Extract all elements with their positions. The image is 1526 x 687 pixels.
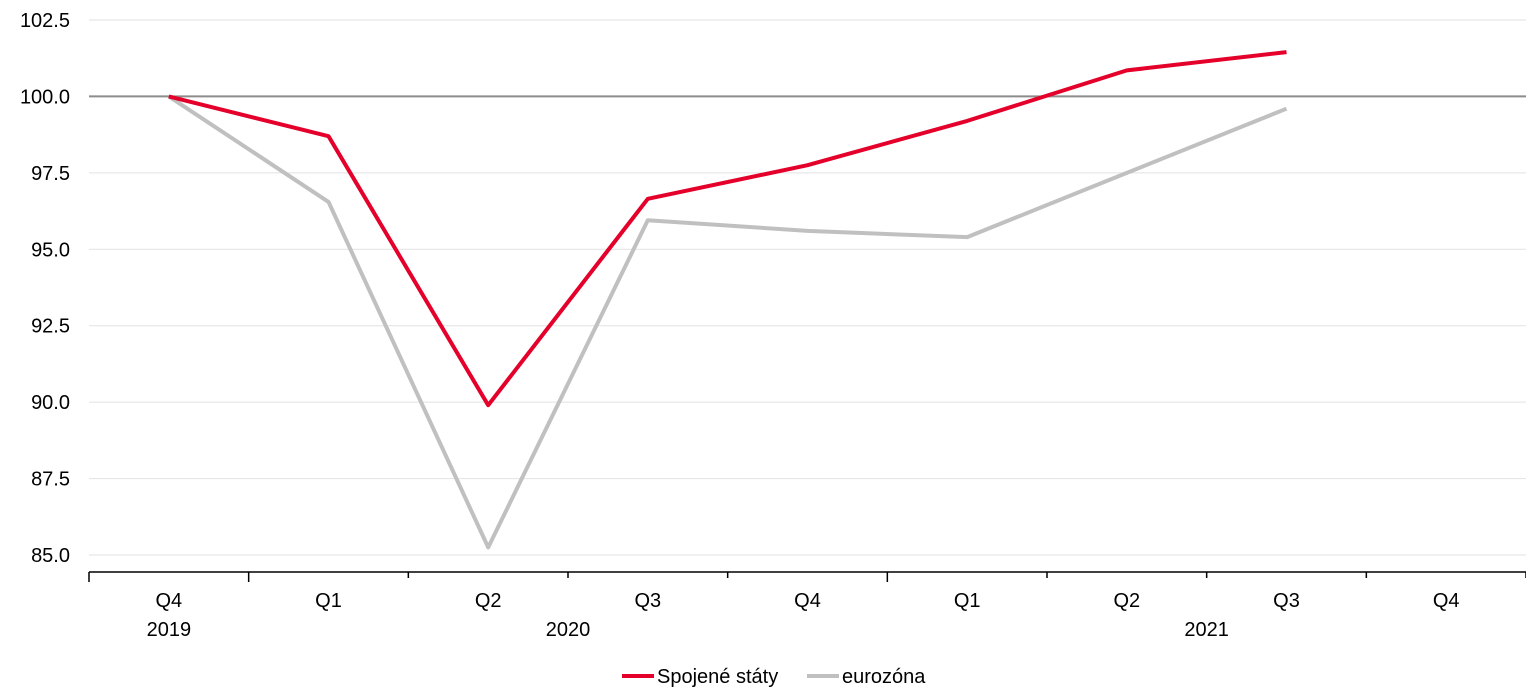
- x-tick-label: Q4: [1433, 590, 1460, 612]
- y-tick-label: 90.0: [31, 392, 70, 414]
- x-year-label: 2021: [1184, 619, 1229, 641]
- y-tick-label: 100.0: [20, 86, 70, 108]
- y-tick-label: 87.5: [31, 469, 70, 491]
- y-tick-label: 92.5: [31, 316, 70, 338]
- x-tick-label: Q1: [315, 590, 342, 612]
- legend-label: eurozóna: [842, 666, 926, 687]
- y-tick-label: 102.5: [20, 10, 70, 32]
- series-line-spojene-staty: [168, 50, 1287, 408]
- x-tick-label: Q2: [1113, 590, 1140, 612]
- y-axis-tick-labels: 85.0 87.5 90.0 92.5 95.0 97.5 100.0 102.5: [20, 10, 70, 567]
- series-line-eurozona: [167, 94, 1288, 550]
- y-tick-label: 85.0: [31, 545, 70, 567]
- y-tick-label: 95.0: [31, 239, 70, 261]
- legend-label: Spojené státy: [657, 666, 778, 687]
- x-tick-label: Q3: [634, 590, 661, 612]
- x-tick-label: Q4: [794, 590, 821, 612]
- x-year-label: 2020: [546, 619, 591, 641]
- y-tick-label: 97.5: [31, 163, 70, 185]
- x-tick-label: Q3: [1273, 590, 1300, 612]
- x-tick-label: Q4: [155, 590, 182, 612]
- x-tick-label: Q2: [475, 590, 502, 612]
- x-year-label: 2019: [147, 619, 192, 641]
- gridlines: [89, 19, 1526, 556]
- series-lines: [167, 50, 1288, 550]
- x-axis: Q4 Q1 Q2 Q3 Q4 Q1 Q2 Q3 Q4 2019 2020 2021: [88, 571, 1526, 641]
- x-tick-label: Q1: [954, 590, 981, 612]
- legend: Spojené státy eurozóna: [622, 666, 926, 687]
